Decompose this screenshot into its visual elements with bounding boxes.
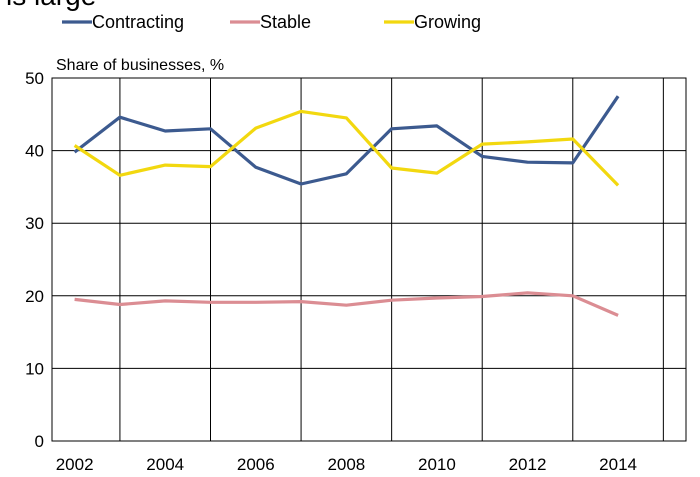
- x-tick-label: 2012: [509, 455, 547, 474]
- x-tick-label: 2008: [327, 455, 365, 474]
- series-lines: [73, 95, 620, 317]
- tick-labels: 0 10 20 30 40 50 2002 2004 2006 2008 2010 2012 2014: [25, 69, 637, 474]
- x-tick-label: 2002: [56, 455, 94, 474]
- legend-item-contracting: Contracting: [62, 12, 184, 32]
- series-line-growing: [73, 109, 620, 187]
- x-tick-label: 2010: [418, 455, 456, 474]
- plot-frame: [51, 77, 687, 442]
- y-axis-label: Share of businesses, %: [56, 57, 224, 74]
- legend-label: Contracting: [92, 12, 184, 32]
- y-tick-label: 30: [25, 214, 44, 233]
- legend-label: Growing: [414, 12, 481, 32]
- x-tick-label: 2006: [237, 455, 275, 474]
- y-tick-label: 20: [25, 287, 44, 306]
- legend: Contracting Stable Growing: [62, 12, 481, 32]
- chart-title-partial: is large: [6, 0, 96, 12]
- y-tick-label: 0: [35, 432, 44, 451]
- legend-item-stable: Stable: [230, 12, 311, 32]
- x-tick-label: 2004: [146, 455, 184, 474]
- legend-label: Stable: [260, 12, 311, 32]
- series-line-contracting: [73, 95, 620, 186]
- series-line-stable: [74, 291, 619, 317]
- legend-item-growing: Growing: [384, 12, 481, 32]
- y-tick-label: 10: [25, 359, 44, 378]
- y-tick-label: 50: [25, 69, 44, 88]
- x-tick-label: 2014: [599, 455, 637, 474]
- y-tick-label: 40: [25, 142, 44, 161]
- gridlines: [52, 78, 686, 441]
